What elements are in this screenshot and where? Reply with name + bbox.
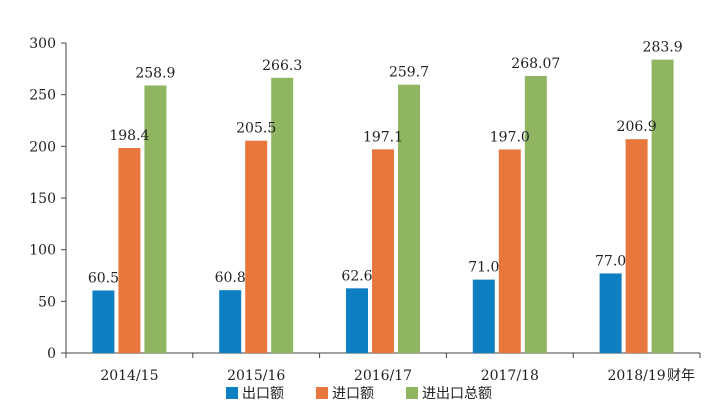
x-tick-label: 2017/18	[481, 368, 539, 384]
legend-swatch	[406, 387, 418, 399]
legend-swatch	[316, 387, 328, 399]
data-label: 60.5	[88, 270, 119, 286]
legend-label: 进口额	[332, 386, 374, 402]
bar	[599, 273, 622, 353]
data-label: 206.9	[617, 119, 657, 135]
legend-label: 出口额	[242, 386, 284, 402]
y-tick-label: 300	[29, 36, 56, 52]
legend-swatch	[226, 387, 238, 399]
bar	[398, 84, 420, 353]
y-tick-label: 200	[29, 139, 56, 155]
bar	[651, 59, 674, 354]
data-label: 197.0	[490, 129, 530, 145]
data-label: 77.0	[595, 253, 626, 269]
bars-layer	[92, 59, 674, 354]
x-tick-label: 2015/16	[227, 368, 285, 384]
data-label: 205.5	[236, 121, 276, 137]
bar	[472, 279, 495, 353]
bar	[625, 139, 648, 353]
x-tick-label: 2014/15	[100, 368, 158, 384]
data-label: 197.1	[363, 129, 403, 145]
x-axis-unit-label: 财年	[667, 368, 695, 384]
y-tick-label: 100	[29, 243, 56, 259]
bar	[346, 288, 368, 353]
data-label: 258.9	[135, 65, 175, 81]
bar	[271, 77, 294, 353]
data-label: 266.3	[262, 58, 302, 74]
bar	[144, 85, 167, 353]
bar	[92, 290, 115, 353]
y-tick-label: 50	[38, 294, 56, 310]
y-tick-label: 250	[29, 88, 56, 104]
bar	[498, 149, 521, 353]
legend: 出口额 进口额 进出口总额	[226, 386, 492, 402]
data-label: 283.9	[643, 40, 683, 56]
bar	[524, 75, 547, 354]
bar	[372, 149, 394, 353]
bar	[219, 290, 242, 353]
data-label: 268.07	[511, 56, 560, 72]
axes-layer: 0 50 100 150 200 250 300 2014/15 2015/16 2016/17 2…	[29, 36, 701, 384]
data-label: 198.4	[109, 128, 149, 144]
y-tick-label: 0	[47, 346, 56, 362]
y-tick-label: 150	[29, 191, 56, 207]
data-label: 71.0	[468, 260, 499, 276]
data-label: 60.8	[215, 270, 246, 286]
bar	[245, 140, 268, 353]
x-tick-label: 2018/19	[608, 368, 666, 384]
data-label: 259.7	[389, 65, 429, 81]
bar	[118, 147, 141, 353]
x-tick-label: 2016/17	[354, 368, 412, 384]
legend-label: 进出口总额	[422, 386, 492, 402]
data-labels-layer: 60.5 198.4 258.9 60.8 205.5 266.3 62.6 197.1 259…	[88, 40, 683, 287]
data-label: 62.6	[341, 268, 372, 284]
